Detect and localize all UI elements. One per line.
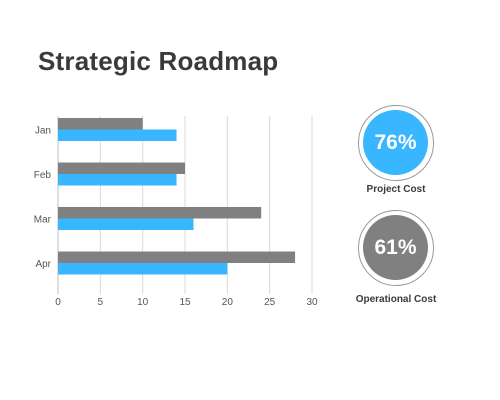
x-tick-label-20: 20 xyxy=(222,297,234,308)
bar-apr-series-2 xyxy=(58,263,228,275)
kpi-project-cost: 76% xyxy=(358,105,434,181)
bar-feb-series-2 xyxy=(58,174,177,186)
bar-apr-series-1 xyxy=(58,251,296,263)
bar-jan-series-1 xyxy=(58,118,143,130)
x-tick-label-25: 25 xyxy=(264,297,276,308)
page-title: Strategic Roadmap xyxy=(38,46,279,76)
y-tick-label-apr: Apr xyxy=(35,259,51,270)
bar-jan-series-2 xyxy=(58,129,177,141)
x-tick-label-5: 5 xyxy=(98,297,104,308)
kpi-operational-cost: 61% xyxy=(358,210,434,286)
kpi-operational-cost-value: 61% xyxy=(374,235,417,259)
bar-mar-series-2 xyxy=(58,218,194,230)
x-tick-label-30: 30 xyxy=(306,297,318,308)
x-tick-label-10: 10 xyxy=(137,297,149,308)
kpi-operational-cost-circle: 61% xyxy=(363,215,428,280)
y-tick-label-mar: Mar xyxy=(34,215,52,226)
y-tick-label-feb: Feb xyxy=(34,170,52,181)
x-tick-label-15: 15 xyxy=(179,297,191,308)
bar-feb-series-1 xyxy=(58,162,185,174)
kpi-operational-cost-label: Operational Cost xyxy=(355,294,437,305)
kpi-project-cost-label: Project Cost xyxy=(366,184,426,195)
y-tick-label-jan: Jan xyxy=(35,126,51,137)
x-tick-label-0: 0 xyxy=(55,297,61,308)
bar-mar-series-1 xyxy=(58,207,262,219)
kpi-project-cost-circle: 76% xyxy=(363,110,428,175)
kpi-project-cost-value: 76% xyxy=(374,130,417,154)
